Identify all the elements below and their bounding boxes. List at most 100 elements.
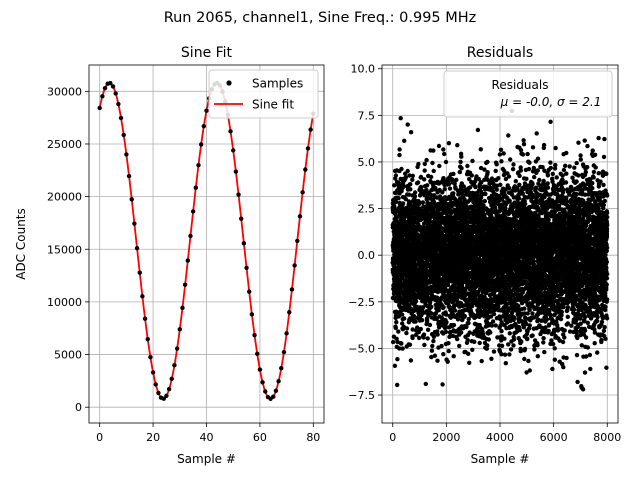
sample-point (241, 241, 247, 246)
sample-point (97, 105, 102, 111)
residual-point (469, 173, 474, 178)
sample-point (193, 185, 199, 190)
sample-point (201, 123, 207, 129)
residual-point (499, 328, 504, 334)
residual-point (447, 186, 453, 191)
residual-point (433, 185, 438, 191)
residual-point (512, 315, 517, 320)
sample-point (164, 393, 169, 398)
sample-point (153, 382, 158, 387)
residual-point (486, 337, 491, 342)
sample-point (116, 101, 121, 107)
sample-point (180, 305, 185, 311)
residual-point (454, 177, 459, 183)
sample-point (172, 363, 177, 368)
sample-point (113, 91, 118, 96)
sample-point (231, 148, 236, 153)
sample-point (102, 85, 108, 91)
residual-point (451, 322, 457, 328)
residual-point (479, 180, 484, 185)
residual-point (427, 322, 433, 328)
residual-point (420, 200, 426, 205)
residual-point (455, 317, 461, 322)
sample-point (308, 127, 313, 132)
residual-point (423, 381, 428, 387)
sample-point (126, 173, 132, 179)
residuals-title: Residuals (467, 45, 533, 61)
sample-point (145, 336, 150, 342)
residual-point (508, 157, 513, 162)
residual-point (435, 358, 440, 363)
y-tick-label: 15000 (47, 243, 82, 256)
residual-point (410, 335, 415, 341)
sample-point (273, 388, 279, 393)
sample-point (124, 152, 129, 157)
residual-point (424, 318, 430, 323)
residual-point (462, 314, 467, 319)
residual-point (396, 329, 401, 334)
sample-point (228, 129, 233, 134)
residual-point (431, 338, 436, 344)
residual-point (491, 349, 497, 354)
residual-point (415, 180, 421, 185)
residual-point (477, 340, 482, 346)
residual-point (459, 154, 464, 159)
residual-point (499, 352, 504, 357)
residual-point (508, 347, 514, 352)
y-tick-label: 25000 (47, 138, 82, 151)
residual-point (473, 184, 478, 190)
residual-point (466, 320, 471, 326)
residual-point (420, 305, 426, 310)
residual-point (399, 312, 405, 317)
residual-point (408, 182, 413, 187)
residual-point (422, 168, 427, 173)
residual-point (446, 348, 451, 354)
residual-point (490, 319, 496, 324)
residual-point (417, 206, 423, 211)
residual-point (396, 180, 401, 186)
residual-point (443, 159, 449, 165)
residuals-series (390, 108, 610, 392)
sample-point (305, 146, 311, 151)
residual-point (517, 182, 522, 187)
residual-point (518, 349, 523, 354)
residual-point (506, 174, 512, 179)
residual-point (451, 191, 456, 196)
residual-point (517, 173, 522, 179)
sample-point (236, 192, 241, 197)
residual-point (447, 304, 452, 309)
residual-point (485, 343, 490, 348)
residual-point (441, 305, 446, 310)
residual-point (399, 166, 404, 172)
residual-point (470, 158, 475, 164)
residual-point (440, 190, 445, 195)
residual-point (394, 199, 399, 205)
residual-point (393, 173, 399, 178)
sample-point (287, 310, 292, 315)
y-tick-label: 0 (75, 401, 82, 414)
sample-point (129, 197, 134, 202)
x-tick-label: 60 (253, 431, 267, 444)
sample-point (303, 167, 308, 172)
residual-point (479, 358, 484, 364)
sample-point (142, 316, 148, 321)
sample-point (263, 389, 268, 394)
residual-point (411, 314, 417, 319)
residual-point (403, 175, 408, 180)
residual-point (418, 174, 424, 180)
sample-point (289, 287, 295, 292)
residual-point (458, 159, 463, 165)
residual-point (498, 182, 503, 187)
residual-point (493, 323, 498, 328)
residual-point (510, 167, 516, 172)
residual-point (499, 343, 505, 348)
sample-point (177, 327, 182, 332)
legend-samples-marker (226, 80, 232, 86)
residual-point (412, 190, 418, 195)
residual-point (459, 330, 464, 335)
residual-point (464, 324, 469, 329)
residual-point (472, 339, 477, 344)
residual-point (446, 341, 451, 346)
